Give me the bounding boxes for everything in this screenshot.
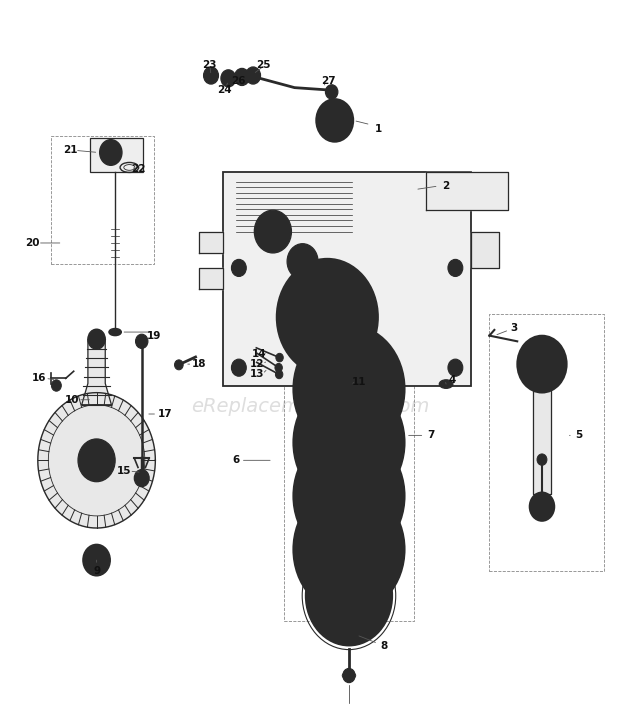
Circle shape — [343, 668, 355, 683]
Polygon shape — [198, 231, 223, 253]
Polygon shape — [82, 339, 112, 405]
Polygon shape — [427, 172, 508, 210]
Text: 20: 20 — [25, 238, 40, 248]
Circle shape — [537, 454, 547, 466]
Bar — [91, 138, 143, 172]
Circle shape — [275, 370, 283, 378]
Circle shape — [174, 360, 183, 370]
Text: 17: 17 — [157, 409, 172, 419]
Circle shape — [100, 140, 122, 166]
Text: 24: 24 — [218, 85, 232, 95]
Polygon shape — [38, 393, 156, 528]
Text: 13: 13 — [250, 369, 265, 379]
Circle shape — [231, 359, 246, 376]
Circle shape — [203, 67, 218, 84]
Circle shape — [293, 325, 405, 453]
Text: 27: 27 — [321, 76, 336, 86]
Text: 12: 12 — [250, 359, 265, 369]
Circle shape — [520, 366, 529, 377]
Circle shape — [529, 493, 554, 521]
Circle shape — [448, 259, 463, 276]
Text: 23: 23 — [203, 60, 217, 70]
Text: 10: 10 — [64, 395, 79, 405]
Circle shape — [448, 359, 463, 376]
Ellipse shape — [109, 328, 122, 336]
Circle shape — [554, 366, 564, 377]
Text: 16: 16 — [32, 373, 46, 383]
Text: 9: 9 — [93, 565, 100, 575]
Ellipse shape — [440, 380, 453, 388]
Polygon shape — [198, 268, 223, 289]
Text: 6: 6 — [232, 456, 239, 466]
Text: 4: 4 — [449, 375, 456, 385]
Text: 7: 7 — [427, 431, 435, 441]
Text: 8: 8 — [381, 640, 388, 650]
Circle shape — [89, 452, 104, 469]
Circle shape — [306, 545, 392, 645]
Circle shape — [88, 329, 105, 349]
Text: 2: 2 — [443, 181, 450, 191]
Circle shape — [326, 85, 338, 99]
Text: 26: 26 — [232, 76, 246, 86]
Circle shape — [246, 67, 260, 84]
Circle shape — [316, 99, 353, 142]
Text: 1: 1 — [374, 124, 382, 134]
Text: eReplacementParts.com: eReplacementParts.com — [191, 398, 429, 416]
Circle shape — [276, 353, 283, 362]
Text: 22: 22 — [131, 164, 145, 174]
Circle shape — [231, 259, 246, 276]
Circle shape — [293, 378, 405, 507]
Ellipse shape — [343, 380, 357, 388]
Text: 18: 18 — [192, 359, 206, 369]
Circle shape — [517, 336, 567, 393]
Text: 14: 14 — [252, 349, 267, 359]
Circle shape — [277, 258, 378, 376]
Text: 15: 15 — [117, 466, 131, 476]
Text: 5: 5 — [575, 431, 583, 441]
Circle shape — [78, 439, 115, 482]
Circle shape — [254, 210, 291, 253]
Text: 3: 3 — [510, 323, 518, 333]
Text: 11: 11 — [352, 377, 367, 387]
Text: 19: 19 — [147, 331, 161, 341]
Circle shape — [293, 432, 405, 560]
Circle shape — [221, 70, 236, 87]
Circle shape — [135, 470, 149, 487]
Polygon shape — [533, 386, 551, 494]
Circle shape — [51, 380, 61, 391]
Text: 21: 21 — [63, 146, 78, 156]
Text: 25: 25 — [255, 60, 270, 70]
Bar — [223, 172, 471, 386]
Circle shape — [83, 544, 110, 575]
Circle shape — [275, 363, 282, 372]
Circle shape — [293, 486, 405, 613]
Circle shape — [287, 243, 318, 279]
Circle shape — [234, 69, 249, 86]
Circle shape — [136, 334, 148, 348]
Polygon shape — [471, 231, 498, 268]
